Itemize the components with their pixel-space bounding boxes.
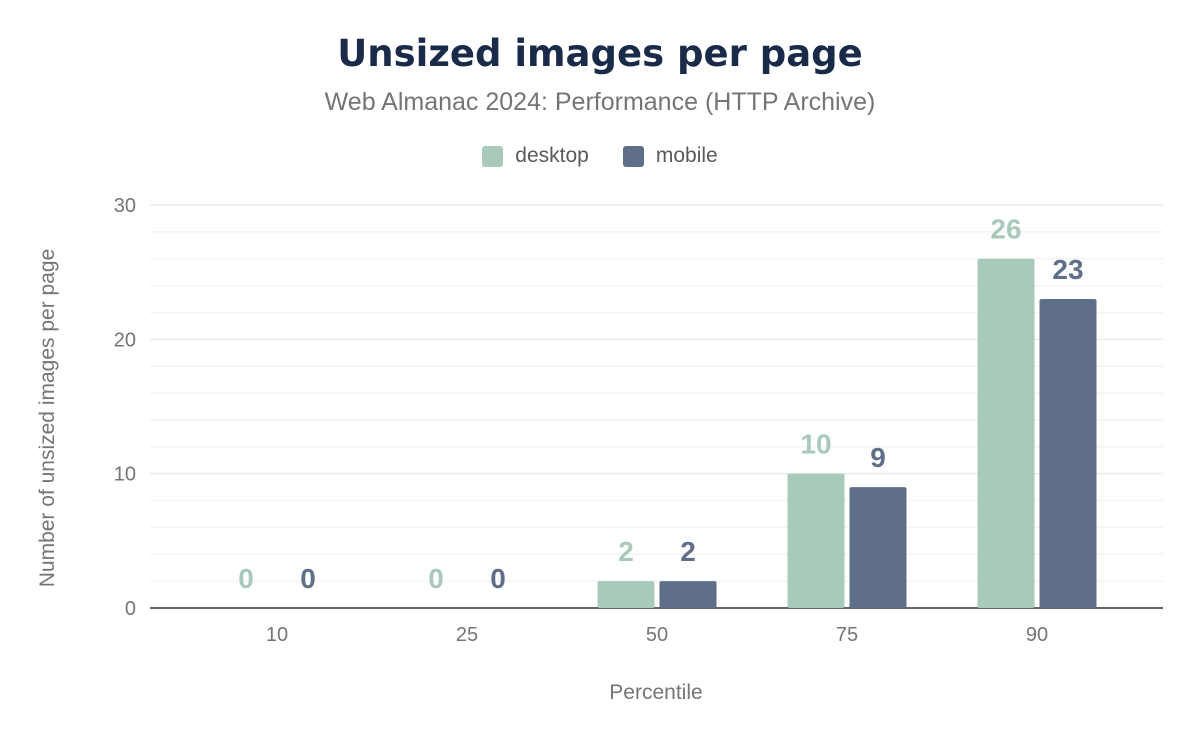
data-label-desktop: 26	[990, 214, 1021, 245]
bar-desktop	[597, 581, 655, 608]
legend-label-desktop: desktop	[515, 144, 589, 167]
data-label-mobile: 0	[300, 563, 316, 594]
data-label-desktop: 0	[428, 563, 444, 594]
y-tick-label: 0	[125, 598, 136, 620]
x-axis-title: Percentile	[609, 681, 702, 704]
legend-label-mobile: mobile	[655, 144, 718, 167]
chart-title: Unsized images per page	[337, 32, 863, 75]
bar-mobile	[1039, 299, 1097, 608]
legend-swatch-mobile	[622, 145, 644, 167]
x-tick-label: 50	[646, 624, 668, 646]
bar-desktop	[787, 473, 845, 608]
y-tick-label: 20	[114, 329, 136, 351]
data-label-mobile: 2	[680, 536, 696, 567]
x-tick-label: 75	[836, 624, 858, 646]
y-axis-title: Number of unsized images per page	[36, 249, 59, 588]
data-label-desktop: 2	[618, 536, 634, 567]
legend-item-mobile[interactable]: mobile	[622, 144, 718, 168]
x-tick-label: 10	[266, 624, 288, 646]
data-label-mobile: 9	[870, 442, 886, 473]
data-label-mobile: 0	[490, 563, 506, 594]
data-label-desktop: 0	[238, 563, 254, 594]
chart-subtitle: Web Almanac 2024: Performance (HTTP Arch…	[324, 88, 876, 116]
legend: desktop mobile	[0, 144, 1200, 168]
legend-swatch-desktop	[482, 145, 504, 167]
y-tick-label: 10	[114, 464, 136, 486]
bar-desktop	[977, 258, 1035, 608]
y-tick-label: 30	[114, 195, 136, 217]
bar-mobile	[849, 487, 907, 608]
x-tick-label: 25	[456, 624, 478, 646]
legend-item-desktop[interactable]: desktop	[482, 144, 589, 168]
bar-mobile	[659, 581, 717, 608]
data-label-desktop: 10	[800, 429, 831, 460]
data-label-mobile: 23	[1052, 254, 1083, 285]
x-tick-label: 90	[1026, 624, 1048, 646]
